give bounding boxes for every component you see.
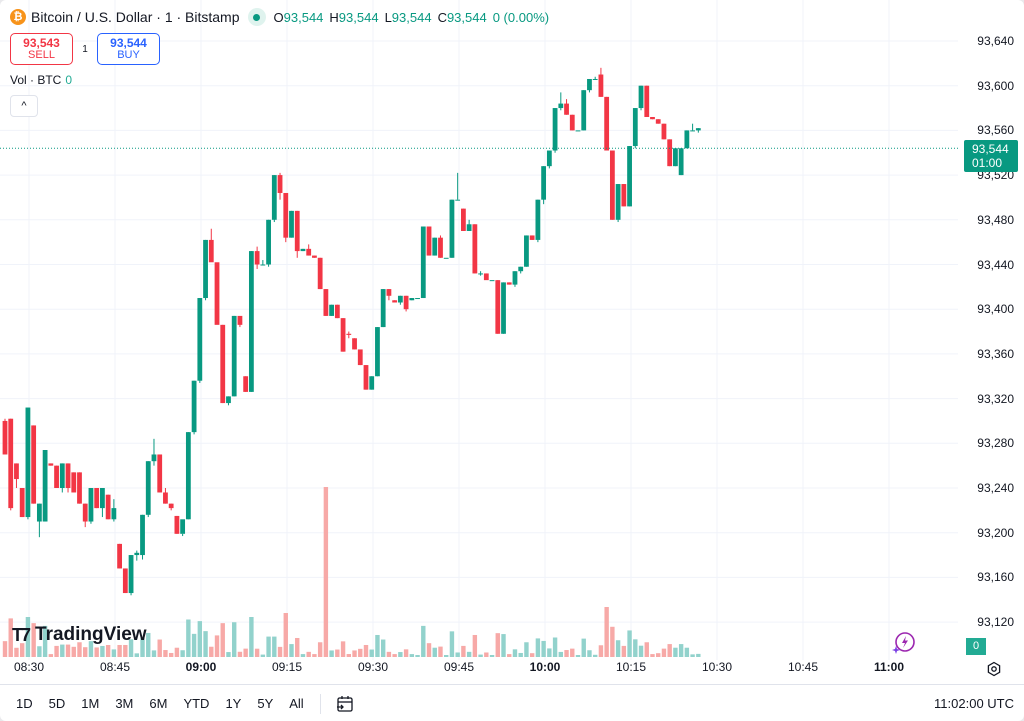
tradingview-mark-icon: T7 — [12, 624, 31, 645]
high-label: H — [329, 9, 339, 25]
change-value: 0 (0.00%) — [492, 9, 550, 25]
price-tick-label: 93,200 — [977, 525, 1014, 540]
close-label: C — [437, 9, 447, 25]
high-value: 93,544 — [338, 9, 379, 25]
bottom-toolbar: 1D 5D 1M 3M 6M YTD 1Y 5Y All 11:02:00 UTC — [0, 684, 1024, 721]
range-button-3m[interactable]: 3M — [115, 696, 134, 711]
volume-axis-badge: 0 — [966, 638, 986, 655]
range-button-1m[interactable]: 1M — [81, 696, 100, 711]
order-quantity[interactable]: 1 — [82, 43, 88, 55]
sell-price: 93,543 — [23, 36, 60, 50]
go-to-date-calendar-icon[interactable] — [335, 694, 355, 714]
low-label: L — [384, 9, 392, 25]
price-tick-label: 93,440 — [977, 257, 1014, 272]
time-tick-label: 11:00 — [873, 660, 905, 674]
symbol-legend: ₿ Bitcoin / U.S. Dollar · 1 · Bitstamp O… — [10, 8, 549, 26]
trade-panel: 93,543 SELL 1 93,544 BUY — [10, 33, 160, 65]
price-tick-label: 93,120 — [977, 615, 1014, 630]
logo-text: TradingView — [35, 624, 147, 645]
bar-countdown: 01:00 — [972, 156, 1003, 170]
buy-button[interactable]: 93,544 BUY — [97, 33, 160, 65]
price-tick-label: 93,600 — [977, 78, 1014, 93]
tradingview-logo[interactable]: T7 TradingView — [12, 624, 147, 646]
price-tick-label: 93,160 — [977, 570, 1014, 585]
range-button-5d[interactable]: 5D — [48, 696, 66, 711]
time-axis[interactable]: 08:30 08:45 09:00 09:15 09:30 09:45 10:00 10:15… — [0, 660, 958, 678]
date-range-selector: 1D 5D 1M 3M 6M YTD 1Y 5Y All — [0, 696, 304, 711]
time-tick-label: 09:45 — [443, 660, 475, 674]
range-button-ytd[interactable]: YTD — [183, 696, 210, 711]
price-tick-label: 93,480 — [977, 212, 1014, 227]
range-button-all[interactable]: All — [289, 696, 304, 711]
volume-value: 0 — [65, 73, 73, 87]
open-label: O — [273, 9, 284, 25]
time-tick-label: 10:30 — [701, 660, 733, 674]
time-tick-label: 10:15 — [615, 660, 647, 674]
price-tick-label: 93,360 — [977, 346, 1014, 361]
time-tick-label: 10:45 — [787, 660, 819, 674]
time-tick-label: 10:00 — [529, 660, 561, 674]
low-value: 93,544 — [391, 9, 432, 25]
price-tick-label: 93,280 — [977, 436, 1014, 451]
open-value: 93,544 — [283, 9, 324, 25]
current-price-label: 93,544 01:00 — [964, 140, 1018, 172]
current-price: 93,544 — [972, 142, 1009, 156]
price-tick-label: 93,240 — [977, 481, 1014, 495]
chevron-up-icon: ^ — [21, 100, 27, 112]
price-tick-label: 93,560 — [977, 123, 1014, 138]
volume-legend: Vol · BTC 0 — [10, 73, 72, 87]
range-button-6m[interactable]: 6M — [149, 696, 168, 711]
chart-settings-icon[interactable] — [986, 661, 1002, 677]
collapse-legend-button[interactable]: ^ — [10, 95, 38, 117]
time-tick-label: 08:45 — [99, 660, 131, 674]
ohlc-values: O93,544 H93,544 L93,544 C93,544 0 (0.00%… — [274, 10, 550, 25]
symbol-title[interactable]: Bitcoin / U.S. Dollar · 1 · Bitstamp — [31, 9, 240, 25]
price-tick-label: 93,320 — [977, 391, 1014, 406]
utc-clock[interactable]: 11:02:00 UTC — [934, 696, 1014, 711]
price-tick-label: 93,640 — [977, 34, 1014, 48]
ai-assistant-icon[interactable] — [891, 631, 915, 655]
sell-label: SELL — [28, 49, 55, 61]
range-button-1y[interactable]: 1Y — [225, 696, 242, 711]
bitcoin-icon: ₿ — [10, 9, 26, 25]
volume-label[interactable]: Vol · BTC — [10, 73, 62, 87]
market-open-icon — [247, 8, 266, 26]
price-tick-label: 93,400 — [977, 302, 1014, 317]
price-chart[interactable] — [0, 0, 958, 660]
time-tick-label: 09:00 — [185, 660, 217, 674]
buy-label: BUY — [117, 49, 140, 61]
sell-button[interactable]: 93,543 SELL — [10, 33, 73, 65]
time-tick-label: 09:30 — [357, 660, 389, 674]
toolbar-divider — [319, 693, 321, 714]
price-axis[interactable]: 93,640 93,600 93,560 93,520 93,480 93,440 93,4… — [958, 0, 1024, 660]
close-value: 93,544 — [446, 9, 487, 25]
time-tick-label: 09:15 — [271, 660, 303, 674]
range-button-5y[interactable]: 5Y — [257, 696, 274, 711]
range-button-1d[interactable]: 1D — [16, 696, 33, 711]
buy-price: 93,544 — [110, 36, 147, 50]
time-tick-label: 08:30 — [13, 660, 45, 674]
